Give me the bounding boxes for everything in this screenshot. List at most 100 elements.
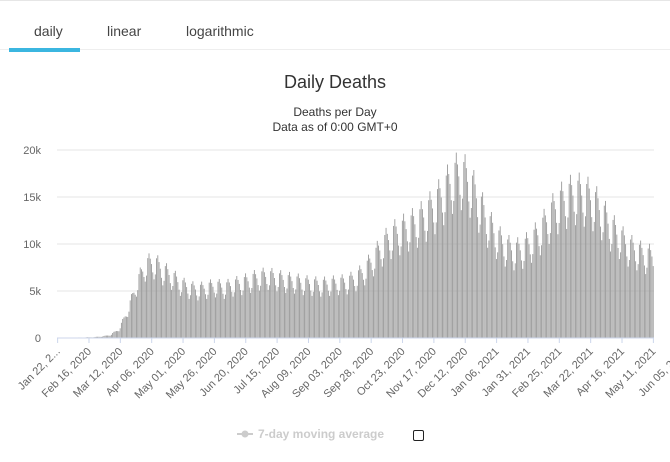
- bar: [188, 298, 190, 338]
- bar: [645, 274, 647, 338]
- tab-logarithmic[interactable]: logarithmic: [186, 23, 254, 39]
- bar: [437, 189, 438, 338]
- bar: [370, 262, 372, 338]
- bar: [291, 281, 293, 338]
- bar: [593, 221, 595, 338]
- bar: [516, 242, 517, 338]
- bar: [286, 288, 288, 338]
- bar: [248, 287, 250, 338]
- bar: [369, 258, 371, 338]
- bar: [157, 255, 159, 338]
- bar: [567, 217, 569, 338]
- bar: [242, 290, 244, 338]
- bar: [391, 250, 393, 338]
- bar: [474, 184, 476, 338]
- bar: [311, 295, 313, 338]
- bar: [241, 295, 243, 338]
- bar: [312, 291, 314, 338]
- bar: [434, 234, 436, 338]
- bar: [394, 219, 396, 338]
- bar: [246, 277, 248, 338]
- bar: [487, 247, 489, 338]
- bar: [532, 254, 534, 338]
- bar: [500, 235, 502, 338]
- bar: [627, 266, 629, 338]
- bar: [621, 230, 623, 338]
- bar: [388, 240, 390, 338]
- bar: [571, 185, 573, 338]
- bar: [120, 322, 122, 338]
- bar: [319, 291, 321, 338]
- bar: [592, 231, 594, 338]
- bar: [141, 269, 142, 338]
- bar: [488, 240, 490, 338]
- bar: [433, 222, 435, 338]
- bar: [262, 267, 264, 338]
- bar: [192, 281, 194, 338]
- moving-average-checkbox[interactable]: [413, 430, 424, 441]
- bar: [320, 296, 322, 338]
- bar: [243, 277, 245, 338]
- bar: [189, 295, 191, 338]
- bar: [596, 186, 598, 338]
- bar: [618, 259, 620, 338]
- bar: [257, 285, 259, 338]
- bar: [172, 286, 174, 338]
- bar: [153, 279, 155, 338]
- bar: [149, 258, 151, 338]
- bar: [351, 275, 353, 338]
- bar: [255, 274, 257, 338]
- tab-linear[interactable]: linear: [107, 23, 142, 39]
- y-tick-label: 5k: [29, 286, 41, 298]
- bar: [171, 289, 173, 338]
- tab-daily[interactable]: daily: [34, 23, 63, 39]
- bar: [435, 222, 437, 338]
- bar: [371, 270, 373, 338]
- bar: [429, 191, 431, 338]
- bar: [136, 296, 137, 338]
- bar: [563, 200, 565, 338]
- bar: [306, 275, 308, 338]
- bar: [531, 262, 532, 338]
- bar: [104, 335, 106, 338]
- bar: [543, 208, 545, 338]
- bar: [159, 268, 161, 338]
- bar: [282, 279, 284, 338]
- bar: [373, 276, 374, 338]
- bar: [517, 237, 519, 338]
- bar: [127, 316, 129, 338]
- bar: [181, 292, 183, 338]
- bar: [419, 209, 421, 338]
- legend-item-7-day-moving-average[interactable]: 7-day moving average: [237, 427, 384, 441]
- bar: [278, 273, 280, 338]
- bar: [112, 333, 114, 338]
- bar: [207, 294, 209, 338]
- bar: [464, 154, 466, 338]
- bar: [193, 285, 195, 338]
- bar: [327, 290, 329, 338]
- bar: [489, 216, 491, 338]
- bar: [415, 237, 417, 338]
- bar: [109, 335, 111, 338]
- bar: [398, 245, 400, 338]
- bar: [300, 282, 302, 338]
- bar: [556, 222, 558, 338]
- bar: [290, 276, 292, 338]
- bar: [400, 246, 402, 338]
- bar: [426, 230, 428, 338]
- bar: [285, 292, 287, 338]
- bar: [355, 291, 357, 338]
- bar: [600, 226, 601, 338]
- bar: [240, 290, 242, 338]
- bar: [551, 202, 553, 338]
- tab-bar: daily linear logarithmic: [0, 0, 670, 52]
- bar: [526, 232, 527, 338]
- bar: [124, 316, 126, 338]
- bar: [113, 331, 115, 338]
- bar: [482, 192, 484, 338]
- bar: [168, 274, 170, 338]
- bar: [561, 181, 563, 338]
- bar: [304, 290, 305, 338]
- bar: [296, 276, 298, 338]
- bar: [131, 294, 132, 338]
